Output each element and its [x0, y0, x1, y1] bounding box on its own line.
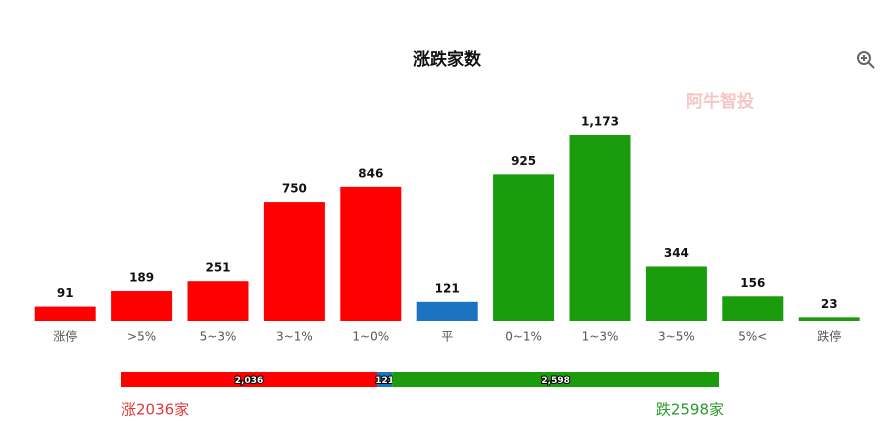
- summary-segment: [121, 372, 378, 387]
- x-tick-label: 涨停: [53, 329, 77, 344]
- x-tick-label: 5~3%: [200, 330, 237, 344]
- bar: [187, 281, 249, 321]
- x-tick-label: 1~0%: [352, 330, 389, 344]
- zoom-icon[interactable]: [857, 51, 875, 69]
- x-tick-label: 1~3%: [582, 330, 619, 344]
- value-label: 344: [664, 246, 689, 260]
- bar: [569, 135, 631, 321]
- x-tick-label: 5%<: [738, 330, 767, 344]
- x-tick-label: 平: [441, 330, 453, 344]
- x-tick-label: >5%: [127, 330, 156, 344]
- bar: [263, 202, 325, 321]
- bar: [798, 317, 860, 321]
- bar: [493, 174, 555, 321]
- x-tick-label: 3~5%: [658, 330, 695, 344]
- watermark: 阿牛智投: [686, 91, 754, 112]
- value-label: 91: [57, 286, 74, 300]
- summary-segment: [377, 372, 393, 387]
- bar: [340, 186, 402, 321]
- up-count: 涨2036家: [121, 401, 189, 419]
- value-label: 1,173: [581, 115, 619, 129]
- value-label: 750: [282, 182, 307, 196]
- chart-title: 涨跌家数: [413, 49, 482, 70]
- bar: [722, 296, 784, 321]
- x-tick-label: 3~1%: [276, 330, 313, 344]
- down-count: 跌2598家: [656, 401, 724, 419]
- bar: [416, 301, 478, 321]
- bar: [645, 266, 707, 321]
- summary-label: 2,598: [541, 376, 569, 386]
- value-label: 251: [205, 261, 230, 275]
- value-label: 925: [511, 154, 536, 168]
- bar: [111, 291, 173, 321]
- value-label: 156: [740, 276, 765, 290]
- value-label: 121: [435, 281, 460, 295]
- summary-label: 2,036: [235, 376, 263, 386]
- x-tick-label: 0~1%: [505, 330, 542, 344]
- x-tick-label: 跌停: [817, 329, 841, 344]
- summary-segment: [392, 372, 719, 387]
- bar: [34, 306, 96, 321]
- value-label: 189: [129, 271, 154, 285]
- summary-label: 121: [375, 376, 394, 386]
- value-label: 846: [358, 166, 383, 180]
- value-label: 23: [821, 297, 838, 311]
